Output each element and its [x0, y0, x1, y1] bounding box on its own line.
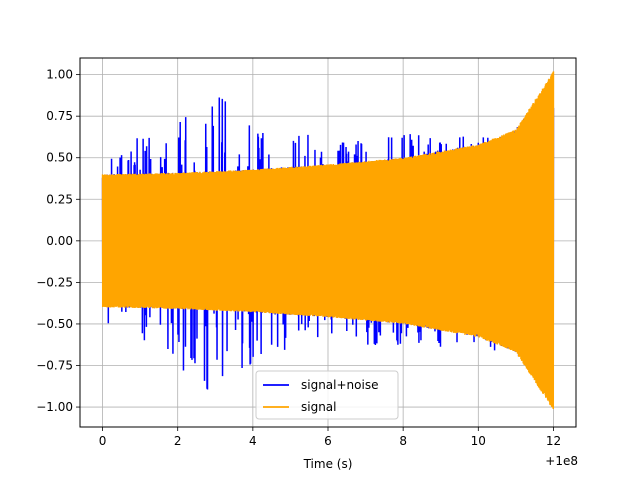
y-tick-label: −0.75: [36, 359, 73, 373]
series-signal-line: [101, 71, 555, 409]
series-layer: [101, 71, 555, 409]
legend-label: signal+noise: [301, 378, 378, 392]
legend-label: signal: [301, 400, 337, 414]
y-tick-label: 0.50: [46, 151, 73, 165]
y-tick-label: −0.25: [36, 275, 73, 289]
y-tick-label: −0.50: [36, 317, 73, 331]
x-tick-label: 0: [99, 434, 107, 448]
x-tick-label: 4: [249, 434, 257, 448]
legend-box: [255, 370, 399, 420]
legend: signal+noise signal: [255, 370, 399, 420]
y-tick-label: 1.00: [46, 68, 73, 82]
tick-layer: 0 2 4 6 8 10 12 −1.00 −0.75 −0.50 −0.25 0.00 0.25 0.5…: [36, 68, 561, 448]
y-tick-label: 0.75: [46, 109, 73, 123]
x-tick-label: 6: [324, 434, 332, 448]
y-tick-label: 0.25: [46, 192, 73, 206]
y-tick-label: −1.00: [36, 400, 73, 414]
x-tick-label: 8: [399, 434, 407, 448]
y-tick-label: 0.00: [46, 234, 73, 248]
x-tick-label: 12: [546, 434, 561, 448]
x-tick-label: 2: [174, 434, 182, 448]
x-offset-label: +1e8: [545, 454, 578, 468]
x-axis-label: Time (s): [303, 457, 353, 471]
x-tick-label: 10: [471, 434, 486, 448]
